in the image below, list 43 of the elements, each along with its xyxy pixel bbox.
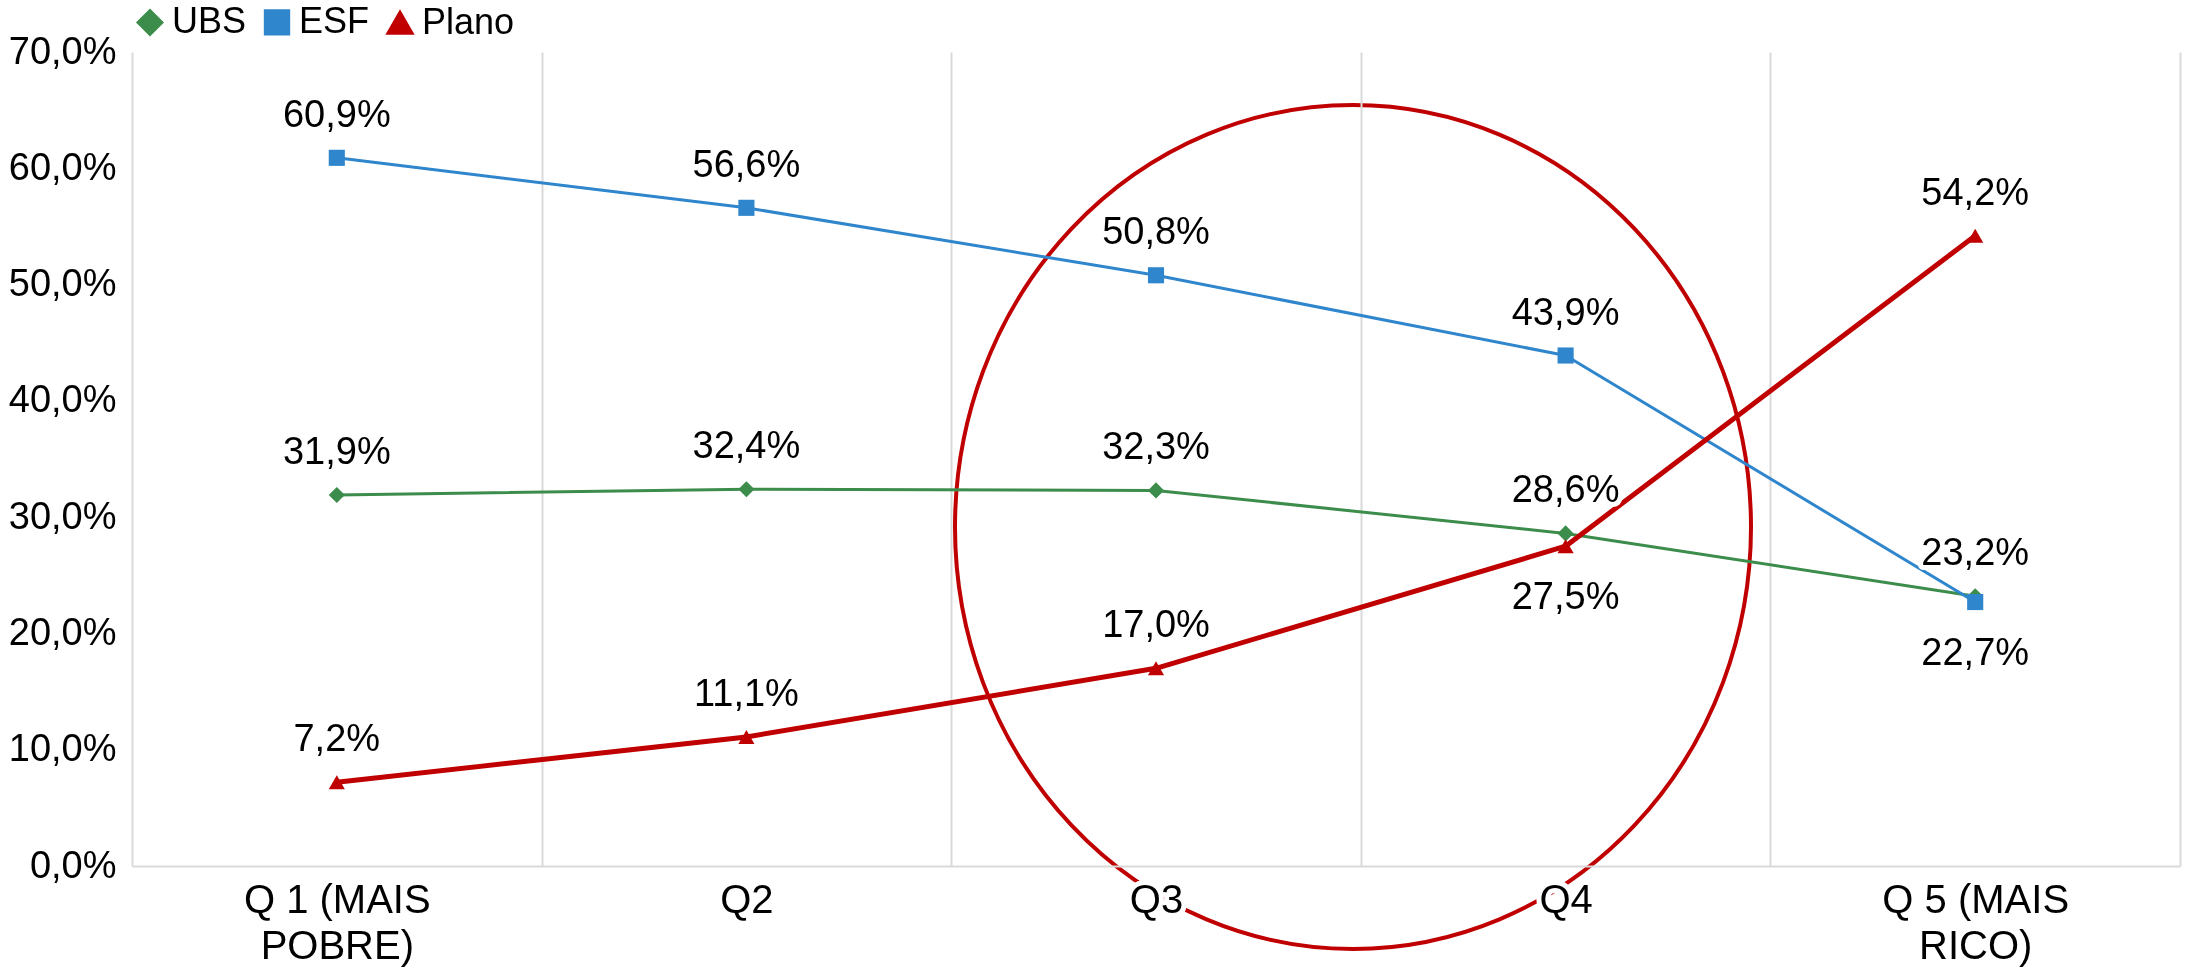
- data-label: 54,2%: [1921, 170, 2030, 213]
- data-label: 17,0%: [1102, 603, 1210, 646]
- legend-label: ESF: [299, 0, 370, 42]
- data-label: 7,2%: [293, 717, 381, 760]
- point: [328, 775, 345, 790]
- point: [328, 486, 345, 504]
- x-tick-label: Q2: [720, 876, 774, 921]
- point: [328, 149, 345, 166]
- legend-label: Plano: [422, 1, 515, 42]
- y-tick-label: 10,0%: [8, 727, 117, 770]
- y-tick-label: 40,0%: [8, 378, 117, 421]
- point: [1147, 661, 1165, 676]
- point: [1557, 525, 1574, 542]
- y-tick-label: 20,0%: [8, 610, 117, 653]
- x-tick-label: Q 5 (MAIS RICO): [1882, 876, 2070, 967]
- y-tick-label: 0,0%: [29, 843, 117, 886]
- data-label: 56,6%: [692, 142, 801, 185]
- data-label: 23,2%: [1921, 531, 2030, 574]
- point: [1147, 267, 1165, 284]
- point: [738, 199, 755, 216]
- y-tick-label: 60,0%: [8, 145, 117, 188]
- data-label: 32,4%: [692, 424, 801, 467]
- data-label: 32,3%: [1102, 425, 1210, 468]
- y-tick-label: 30,0%: [8, 494, 117, 537]
- legend-label: UBS: [172, 0, 247, 42]
- data-label: 27,5%: [1511, 575, 1620, 618]
- point: [1557, 539, 1574, 554]
- y-tick-label: 50,0%: [8, 262, 117, 305]
- x-tick-label: Q4: [1539, 876, 1593, 921]
- data-label: 22,7%: [1921, 631, 2030, 674]
- data-label: 28,6%: [1511, 468, 1620, 511]
- data-label: 43,9%: [1511, 290, 1620, 333]
- data-label: 31,9%: [282, 430, 391, 473]
- data-label: 60,9%: [282, 92, 391, 135]
- data-label: 50,8%: [1102, 210, 1210, 253]
- point: [738, 729, 755, 744]
- y-tick-label: 70,0%: [8, 29, 117, 72]
- data-label: 11,1%: [693, 671, 799, 714]
- x-tick-label: Q 1 (MAIS POBRE): [243, 876, 431, 967]
- point: [1147, 482, 1165, 499]
- point: [738, 481, 755, 498]
- point: [1967, 593, 1984, 611]
- point: [1557, 347, 1574, 364]
